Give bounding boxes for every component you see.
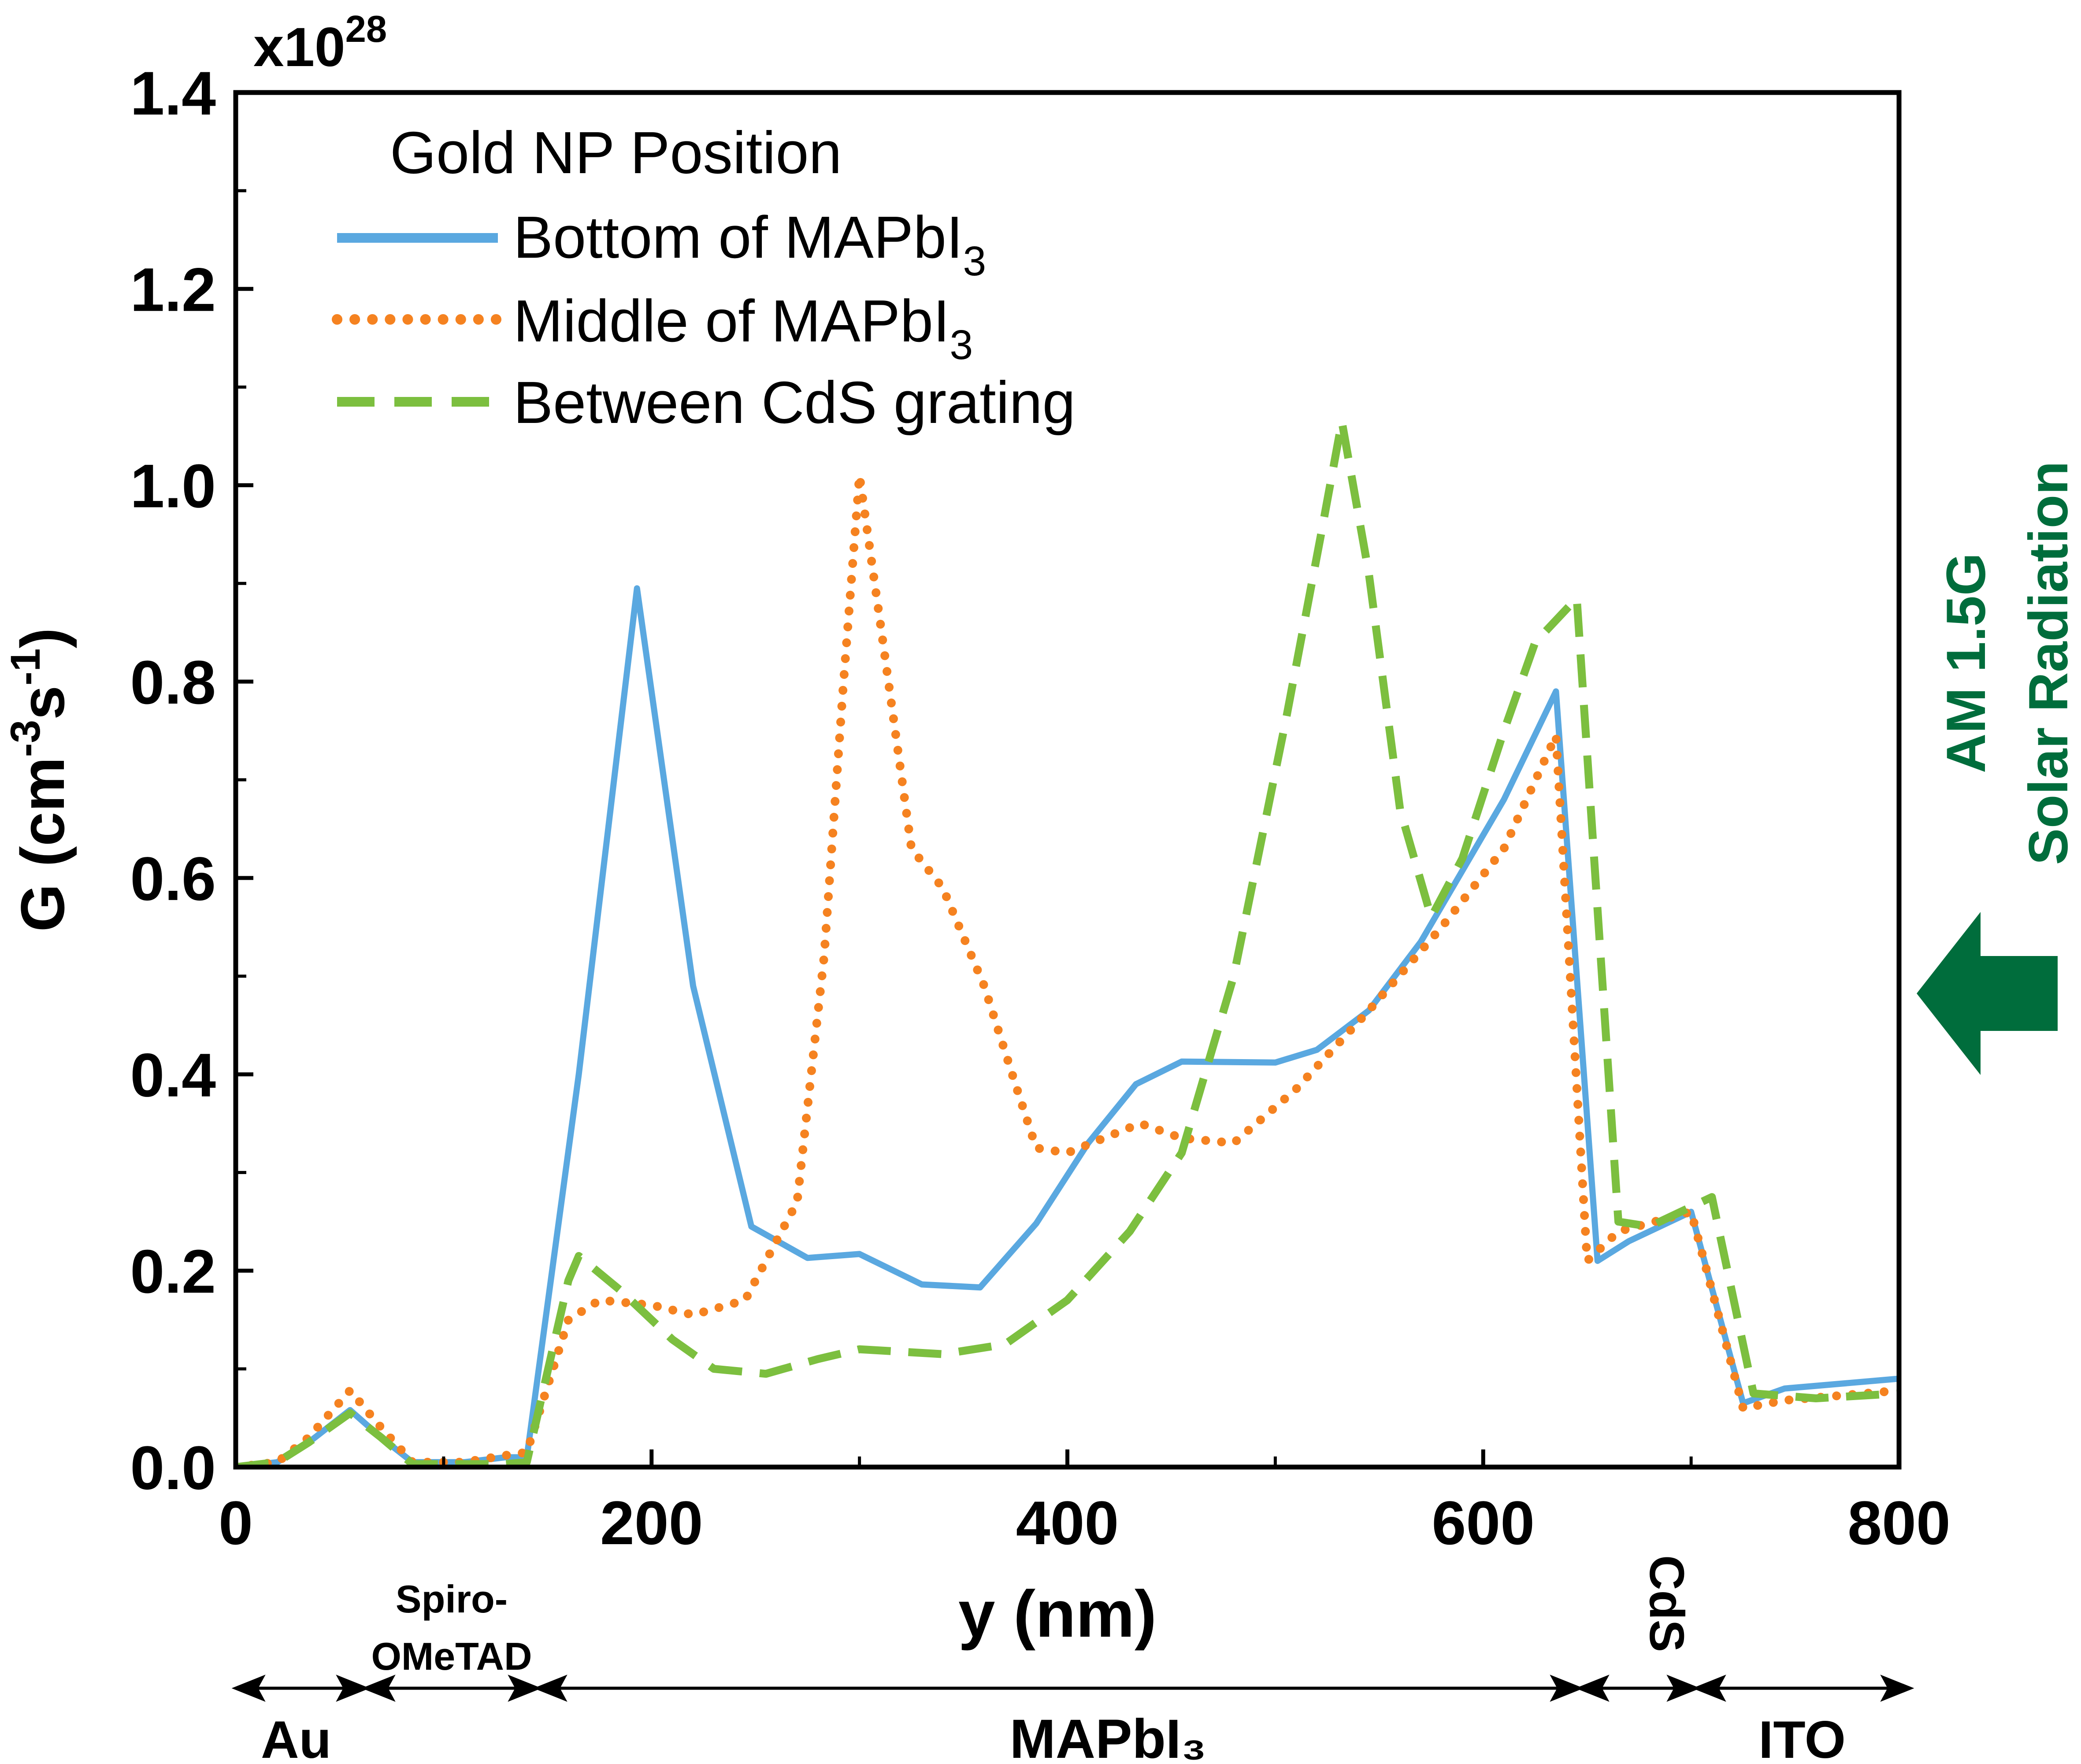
x-tick-label: 800 — [1847, 1488, 1951, 1557]
legend-label-middle: Middle of MAPbI3 — [513, 288, 973, 368]
x-tick-label: 0 — [219, 1488, 253, 1557]
y-tick-label: 0.8 — [130, 648, 216, 717]
radiation-line1: AM 1.5G — [1936, 553, 1997, 773]
series-line-1 — [236, 471, 1899, 1467]
y-tick-label: 0.2 — [130, 1237, 216, 1306]
layer-label-au: Au — [261, 1710, 331, 1764]
layer-arrows — [231, 1675, 1914, 1702]
layer-label-spiro-2: OMeTAD — [371, 1634, 532, 1678]
x-axis-label: y (nm) — [958, 1577, 1157, 1651]
layer-label-spiro-1: Spiro- — [396, 1577, 508, 1621]
x-tick-label: 400 — [1016, 1488, 1119, 1557]
y-tick-label: 1.0 — [130, 451, 216, 520]
plot-frame — [233, 90, 1902, 1470]
series-line-2 — [236, 417, 1899, 1467]
radiation-arrow — [1917, 912, 2058, 1075]
series-layer — [236, 417, 1899, 1467]
y-tick-label: 1.2 — [130, 255, 216, 324]
layer-label-ito: ITO — [1758, 1710, 1846, 1764]
layer-label-cds: CdS — [1640, 1555, 1694, 1652]
x-tick-label: 600 — [1432, 1488, 1535, 1557]
y-axis-label: G (cm-3s-1) — [2, 628, 77, 932]
y-multiplier: x1028 — [253, 8, 387, 78]
y-tick-label: 1.4 — [130, 59, 216, 128]
legend-label-bottom: Bottom of MAPbI3 — [513, 204, 986, 285]
legend: Gold NP Position Bottom of MAPbI3 Middle… — [332, 119, 1076, 436]
legend-label-between: Between CdS grating — [513, 369, 1076, 436]
ticks-layer: 0 200 400 600 800 0.0 0.2 0.4 0.6 0.8 1.0 1.2 1.4 — [130, 59, 1950, 1557]
y-tick-label: 0.0 — [130, 1433, 216, 1502]
legend-title: Gold NP Position — [390, 119, 842, 186]
y-tick-label: 0.6 — [130, 844, 216, 913]
layer-label-mapbi: MAPbI₃ — [1010, 1708, 1207, 1764]
x-tick-label: 200 — [600, 1488, 703, 1557]
series-line-0 — [236, 585, 1899, 1467]
radiation-line2: Solar Radiation — [2018, 461, 2079, 865]
y-tick-label: 0.4 — [130, 1041, 216, 1110]
